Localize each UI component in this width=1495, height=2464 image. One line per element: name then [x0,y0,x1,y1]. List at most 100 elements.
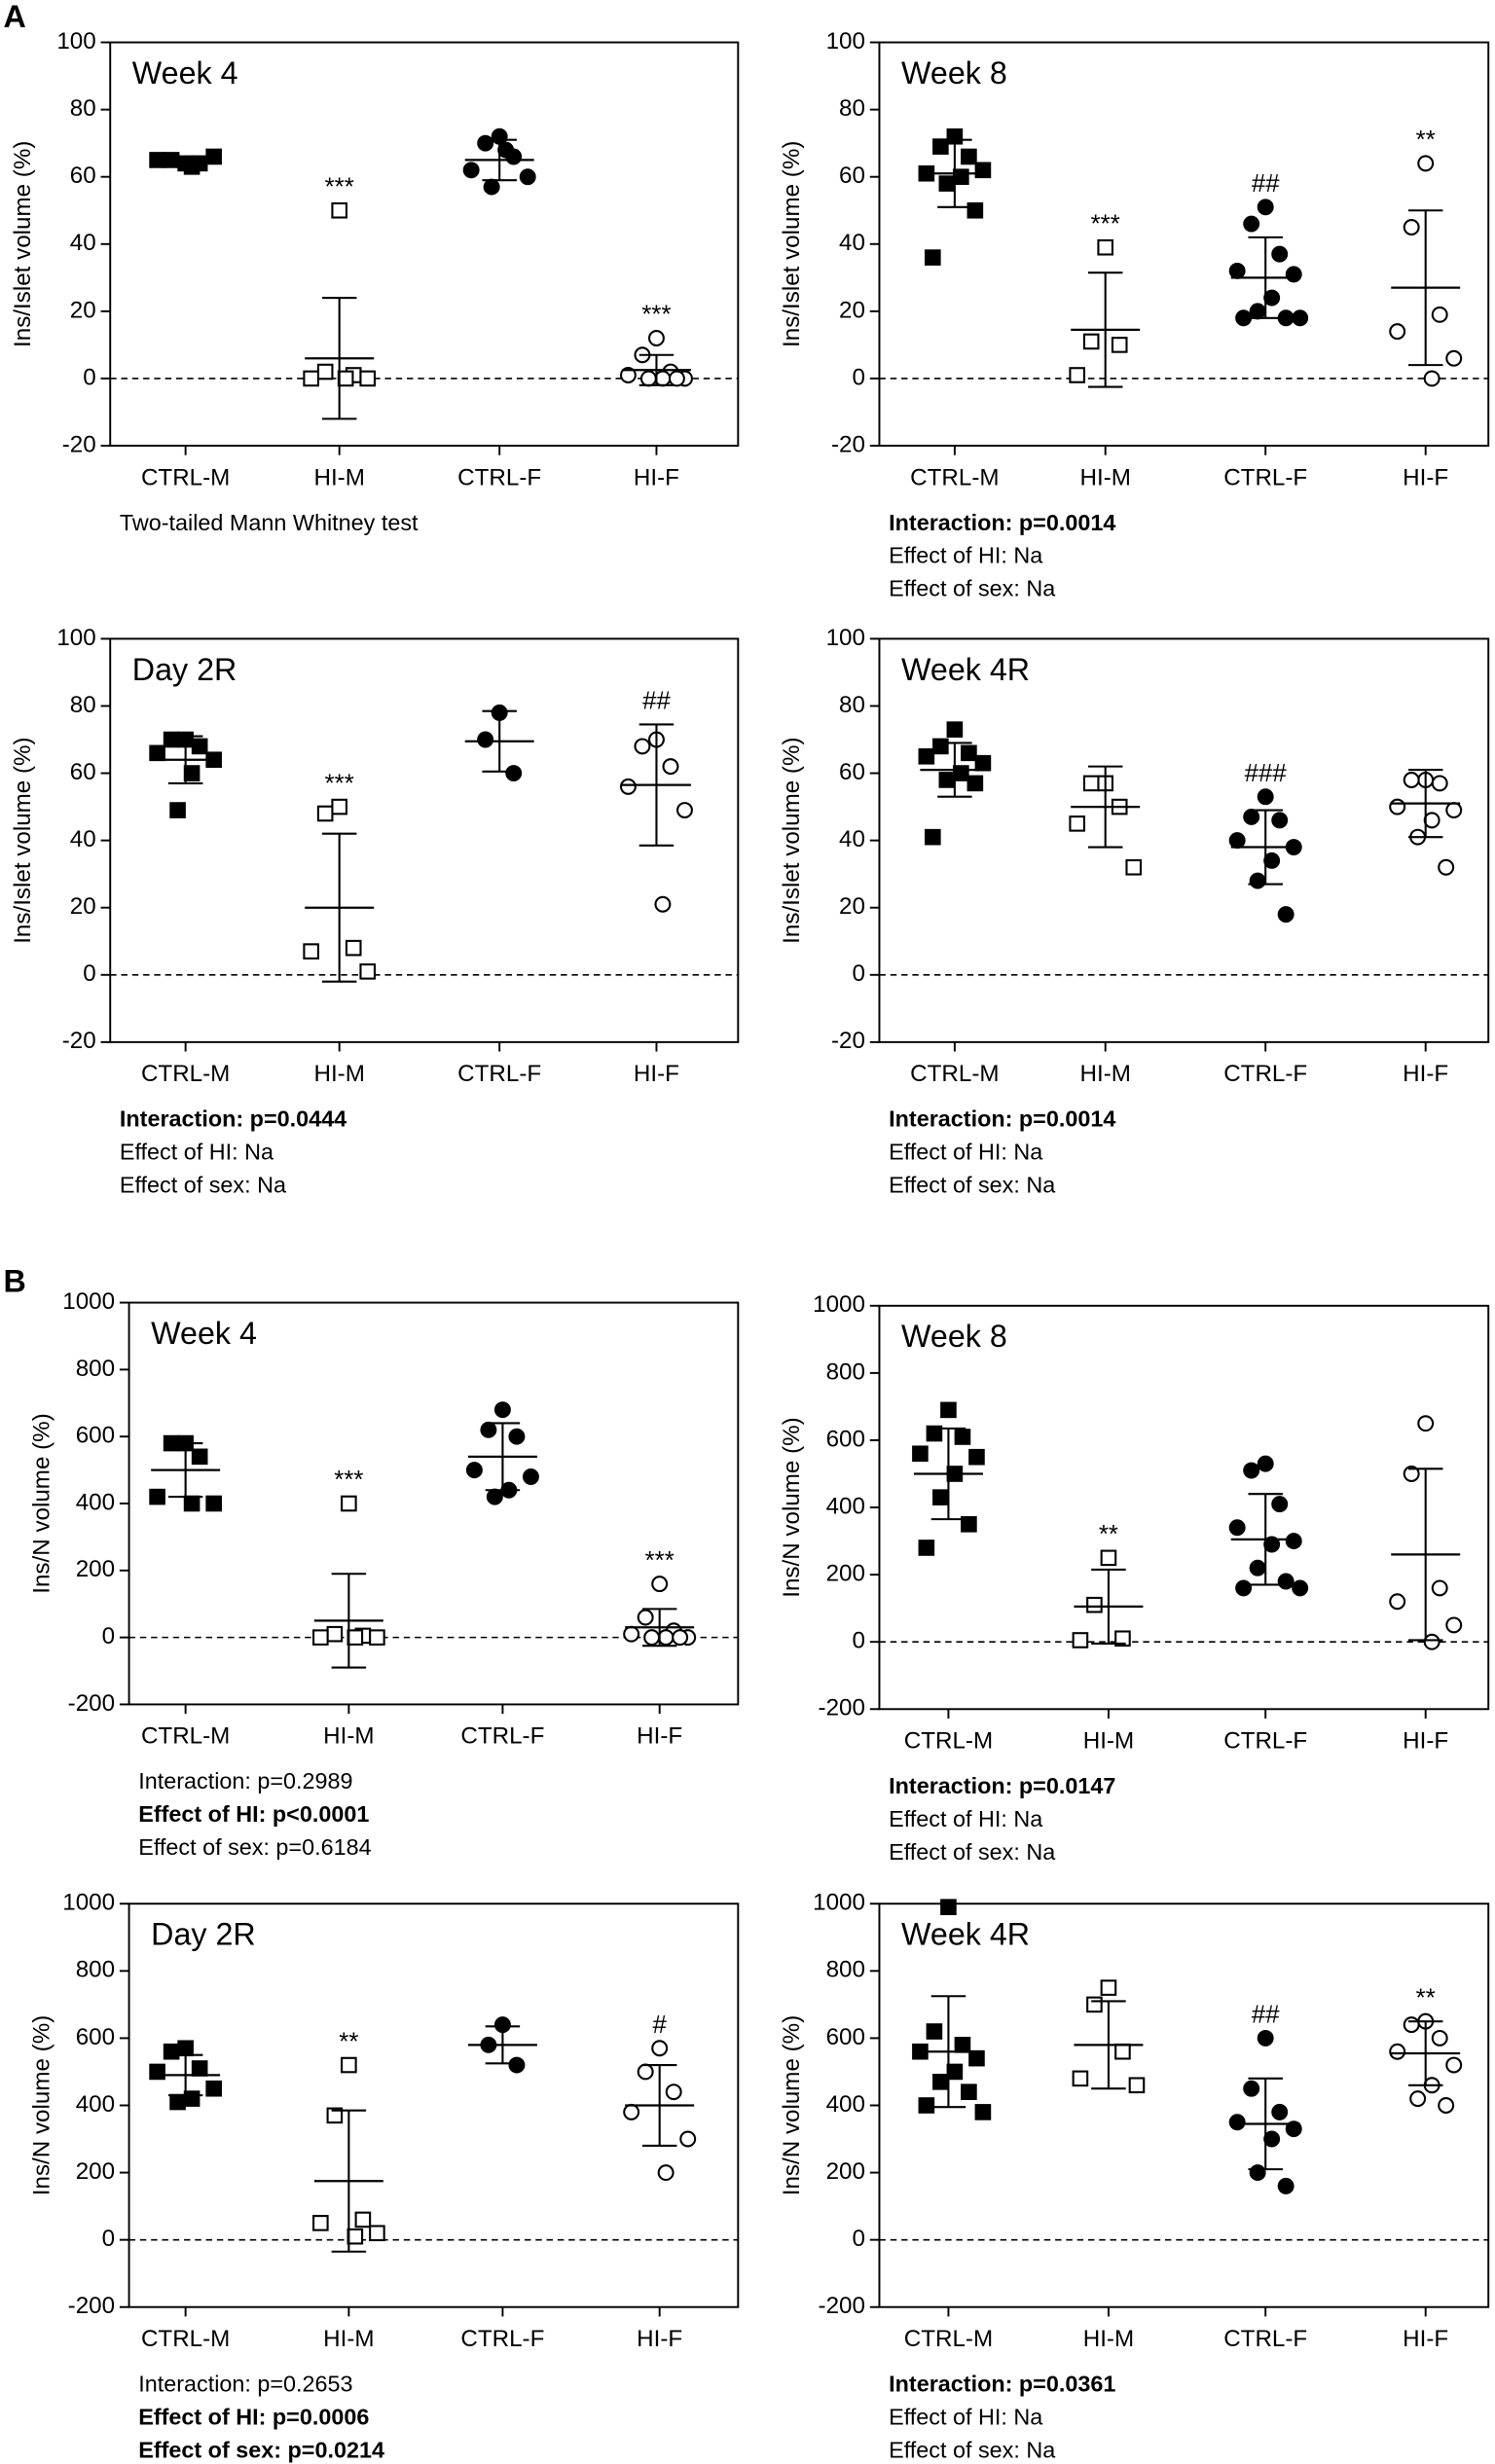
x-tick-label: CTRL-M [910,1061,999,1087]
error-bar [485,2025,521,2065]
data-point [1128,2077,1146,2094]
data-point [1423,812,1440,829]
data-point [1417,155,1435,172]
data-point [954,1429,971,1445]
x-tick-label: CTRL-F [1223,1728,1307,1755]
data-point [651,2040,669,2057]
y-tick-label: -200 [68,1690,115,1717]
significance-label: ** [1416,127,1436,154]
data-point [177,2040,194,2057]
y-tick-label: 600 [76,2024,115,2050]
data-point [1403,2016,1420,2034]
data-point [651,1576,669,1593]
data-point [1111,337,1128,353]
x-tick-label: CTRL-M [141,1723,230,1750]
data-point [183,765,201,781]
y-tick-label: 0 [102,1623,115,1649]
data-point [946,721,964,738]
data-point [932,2074,949,2090]
data-point [672,1629,689,1647]
data-point [1285,266,1302,283]
data-point [519,168,536,186]
error-bar [937,138,972,208]
x-tick-label: CTRL-M [141,1061,230,1087]
y-tick-label: 20 [839,297,865,323]
data-point [654,370,672,387]
data-point [497,141,515,159]
x-tick-label: CTRL-M [141,2326,230,2352]
data-point [637,1609,654,1626]
error-bar [1087,272,1123,388]
data-point [918,1540,935,1556]
y-tick-label: -200 [819,1695,865,1721]
error-bar [167,735,203,784]
error-bar [638,723,675,847]
data-point [932,738,949,755]
significance-label: *** [1091,210,1120,237]
data-point [1389,1593,1406,1611]
data-point [346,2228,364,2245]
data-point [1100,1979,1117,1996]
data-point [665,2084,682,2101]
data-point [1257,2029,1274,2047]
data-point [331,798,347,815]
data-point [968,2049,985,2067]
chart-title: Week 4R [901,1917,1030,1952]
error-bar [485,1422,521,1492]
data-point [1082,775,1100,792]
data-point [623,2103,640,2120]
stat-note: Interaction: p=0.2653 [138,2372,352,2397]
error-bar [167,156,203,167]
data-point [312,2215,329,2231]
stat-note: Two-tailed Mann Whitney test [120,510,419,535]
x-tick-label: HI-M [1080,464,1131,490]
data-point [1263,289,1281,307]
data-point [1086,1996,1103,2013]
data-point [1423,1633,1440,1650]
x-tick-label: CTRL-F [460,1723,544,1750]
chart-title: Week 4 [132,55,238,91]
data-point [191,738,208,755]
x-tick-label: HI-F [637,2326,682,2352]
y-tick-label: 1000 [813,1890,865,1916]
x-tick-label: HI-F [1403,1061,1448,1087]
y-tick-label: 0 [853,364,865,390]
data-point [369,1629,385,1646]
error-bar [1091,2000,1126,2090]
y-axis-label: Ins/N volume (%) [779,1417,805,1597]
data-point [1431,1579,1448,1597]
data-point [354,2211,372,2228]
data-point [619,778,637,795]
y-tick-label: 0 [853,2226,865,2252]
y-tick-label: 40 [70,826,96,852]
stat-note: Effect of sex: p=0.0214 [138,2437,384,2462]
error-bar [1407,1468,1443,1642]
data-point [1228,832,1246,850]
x-tick-label: CTRL-F [457,464,541,490]
data-point [1069,815,1085,832]
error-bar [482,138,517,182]
y-tick-label: 400 [826,2091,865,2118]
y-tick-label: 0 [102,2226,115,2252]
data-point [1389,2043,1406,2060]
x-tick-label: CTRL-M [141,464,230,490]
x-tick-label: CTRL-F [1223,464,1307,490]
error-bar [482,709,517,773]
data-point [668,370,685,387]
y-tick-label: -200 [68,2293,115,2319]
significance-label: ## [1252,170,1280,198]
data-point [918,747,935,765]
x-tick-label: CTRL-M [910,464,999,490]
data-point [1228,1519,1246,1537]
x-tick-label: CTRL-M [904,1728,993,1755]
data-point [1438,858,1455,876]
y-tick-label: 400 [826,1493,865,1519]
data-point [486,1488,503,1505]
data-point [316,805,334,822]
error-bar [1248,236,1283,319]
data-point [312,1629,329,1646]
data-point [657,2164,675,2182]
data-point [1072,2070,1089,2087]
data-point [149,1488,165,1505]
